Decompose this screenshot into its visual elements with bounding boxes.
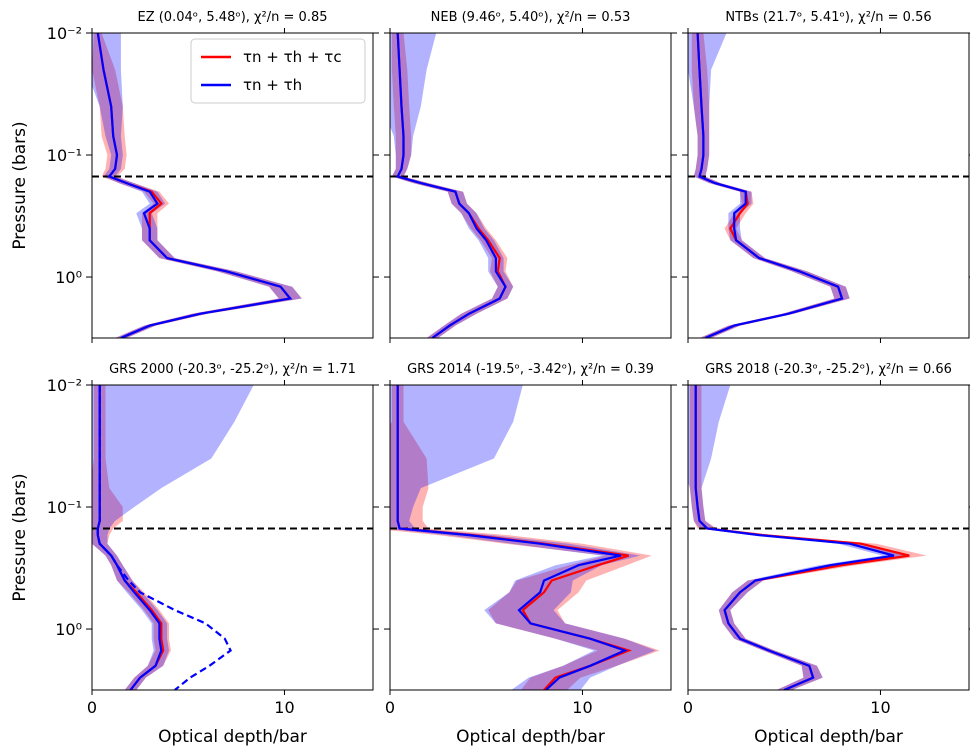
x-tick-label: 10 <box>274 698 294 717</box>
y-axis-label: Pressure (bars) <box>10 121 30 249</box>
plot-area <box>92 385 373 690</box>
y-tick-label: 10⁰ <box>55 268 82 287</box>
profile-line <box>396 385 628 690</box>
y-tick-label: 10⁻¹ <box>47 498 82 517</box>
uncertainty-band <box>390 385 656 690</box>
x-axis-label: Optical depth/bar <box>456 727 605 747</box>
axes-frame <box>687 384 970 691</box>
y-tick-label: 10⁻² <box>47 376 82 395</box>
x-tick-label: 0 <box>683 698 693 717</box>
plot-area <box>688 385 969 690</box>
plot-area <box>390 33 671 338</box>
x-tick-label: 0 <box>87 698 97 717</box>
plot-area <box>92 33 373 338</box>
profile-line <box>396 33 507 338</box>
axes-frame <box>389 32 672 339</box>
profile-line <box>694 385 910 690</box>
profile-line <box>96 33 293 338</box>
uncertainty-band <box>691 33 850 338</box>
y-tick-label: 10⁻¹ <box>47 146 82 165</box>
uncertainty-band <box>688 385 906 690</box>
uncertainty-band <box>391 33 514 338</box>
y-tick-label: 10⁻² <box>47 24 82 43</box>
axes-frame <box>389 384 672 691</box>
uncertainty-band <box>689 385 927 690</box>
axes-frame <box>91 384 374 691</box>
y-tick-label: 10⁰ <box>55 620 82 639</box>
uncertainty-band <box>390 385 660 690</box>
x-tick-label: 10 <box>870 698 890 717</box>
uncertainty-band <box>92 385 254 690</box>
panel-title: NTBs (21.7ᵒ, 5.41ᵒ), χ²/n = 0.56 <box>725 10 931 25</box>
profile-line <box>696 33 844 338</box>
legend-box <box>190 38 366 104</box>
plot-area <box>390 385 671 690</box>
profile-line <box>96 385 232 690</box>
x-axis-label: Optical depth/bar <box>158 727 307 747</box>
panel-title: GRS 2000 (-20.3ᵒ, -25.2ᵒ), χ²/n = 1.71 <box>109 362 356 377</box>
legend-label: τn + τh + τc <box>243 48 342 66</box>
panel-title: GRS 2018 (-20.3ᵒ, -25.2ᵒ), χ²/n = 0.66 <box>705 362 952 377</box>
uncertainty-band <box>688 33 850 338</box>
panel-title: NEB (9.46ᵒ, 5.40ᵒ), χ²/n = 0.53 <box>431 10 631 25</box>
panel: 0 10 GRS 2018 (-20.3ᵒ, -25.2ᵒ), χ²/n = 0.6… <box>682 362 970 747</box>
panel: NEB (9.46ᵒ, 5.40ᵒ), χ²/n = 0.53 <box>384 10 677 343</box>
plot-area <box>688 33 969 338</box>
panel-title: EZ (0.04ᵒ, 5.48ᵒ), χ²/n = 0.85 <box>137 10 327 25</box>
panel: NTBs (21.7ᵒ, 5.41ᵒ), χ²/n = 0.56 <box>682 10 970 343</box>
x-tick-label: 0 <box>385 698 395 717</box>
axes-frame <box>91 32 374 339</box>
uncertainty-band <box>390 33 514 338</box>
panel-title: GRS 2014 (-19.5ᵒ, -3.42ᵒ), χ²/n = 0.39 <box>407 362 654 377</box>
y-axis-label: Pressure (bars) <box>10 473 30 601</box>
x-tick-label: 10 <box>572 698 592 717</box>
x-axis-label: Optical depth/bar <box>754 727 903 747</box>
axes-frame <box>687 32 970 339</box>
legend-label: τn + τh <box>243 76 302 94</box>
panel: 10⁻² 10⁻¹ 10⁰ EZ (0.04ᵒ, 5.48ᵒ), χ²/n = 0.8… <box>10 10 379 343</box>
profile-line <box>694 385 895 690</box>
panel: 0 10 10⁻² 10⁻¹ 10⁰ GRS 2000 (-20.3ᵒ, -25.2ᵒ),… <box>10 362 379 747</box>
panel: 0 10 GRS 2014 (-19.5ᵒ, -3.42ᵒ), χ²/n = 0.3… <box>384 362 677 747</box>
